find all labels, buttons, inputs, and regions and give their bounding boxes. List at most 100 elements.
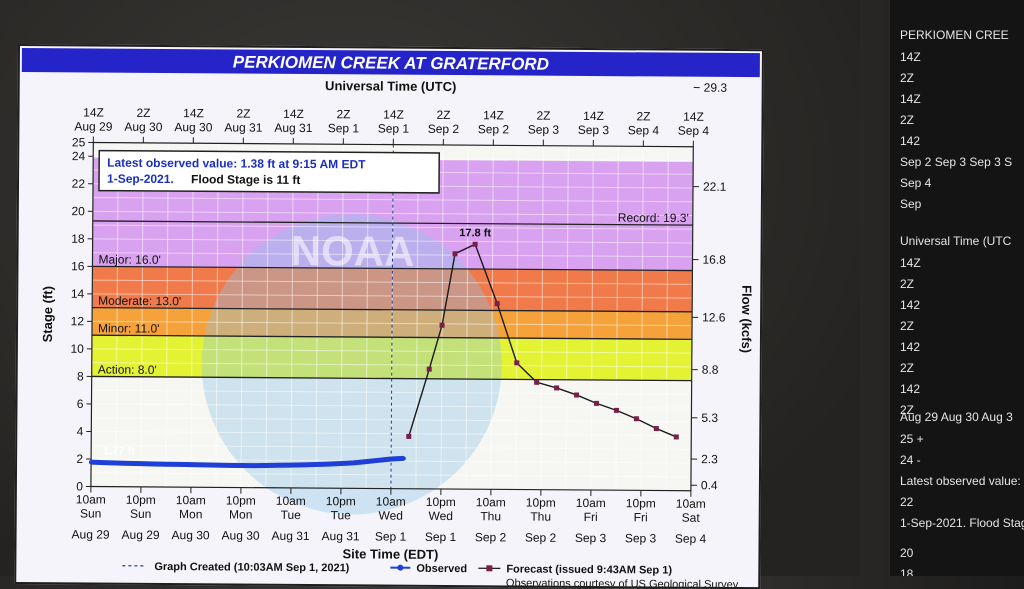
- observed-point: [401, 456, 405, 460]
- side-panel-line: 14Z: [900, 92, 921, 106]
- y-tick-label: 16: [71, 259, 85, 273]
- y-tick-label: 4: [77, 424, 84, 438]
- threshold-label-major: Major: 16.0': [98, 252, 160, 266]
- observed-point: [239, 463, 243, 467]
- observed-point: [176, 462, 180, 466]
- side-panel-line: Aug 29 Aug 30 Aug 3: [900, 410, 1013, 424]
- top-axis-time: 14Z: [183, 106, 204, 120]
- bottom-axis-date: Aug 30: [222, 528, 260, 542]
- forecast-point: [554, 385, 559, 390]
- top-axis-date: Aug 29: [74, 119, 112, 133]
- bottom-axis-day: Wed: [428, 509, 453, 523]
- flow-tick-label: 22.1: [703, 180, 727, 194]
- top-axis-time: 14Z: [483, 108, 504, 122]
- top-axis-time: 2Z: [236, 107, 250, 121]
- observed-point: [139, 461, 143, 465]
- bottom-axis-date: Aug 31: [321, 529, 359, 543]
- y-tick-label: 14: [71, 287, 85, 301]
- flow-tick-label: 0.4: [701, 478, 718, 492]
- side-panel-line: 142: [900, 134, 920, 148]
- bottom-axis-time: 10am: [276, 494, 306, 508]
- bottom-axis-time: 10pm: [426, 495, 456, 509]
- bottom-axis-date: Sep 3: [575, 531, 607, 545]
- y-tick-label: 6: [77, 397, 84, 411]
- top-axis-time: 2Z: [436, 108, 450, 122]
- top-axis-time: 2Z: [336, 107, 350, 121]
- y-tick-label: 25: [72, 135, 86, 149]
- legend-observed-marker: [397, 565, 403, 571]
- forecast-point: [634, 416, 639, 421]
- legend-graph-created: Graph Created (10:03AM Sep 1, 2021): [154, 561, 349, 574]
- y2-axis-label: Flow (kcfs): [739, 285, 754, 353]
- y-axis-label: Stage (ft): [40, 286, 55, 342]
- observed-point: [339, 461, 343, 465]
- side-panel-line: 142: [900, 382, 920, 396]
- start-value-label: 1.77 ft: [103, 445, 135, 457]
- forecast-point: [674, 434, 679, 439]
- observed-point: [226, 463, 230, 467]
- observed-point: [264, 463, 268, 467]
- legend-forecast-marker: [486, 565, 492, 571]
- bottom-axis-day: Tue: [331, 508, 352, 522]
- forecast-point: [654, 426, 659, 431]
- top-axis-date: Aug 30: [124, 120, 162, 134]
- side-panel-line: Sep: [900, 197, 921, 211]
- side-panel-line: Sep 2 Sep 3 Sep 3 S: [900, 155, 1012, 169]
- top-axis-time: 2Z: [136, 106, 150, 120]
- threshold-label-moderate: Moderate: 13.0': [98, 294, 181, 309]
- info-box-date: 1-Sep-2021.: [107, 172, 174, 186]
- observed-point: [251, 463, 255, 467]
- side-panel-line: 142: [900, 340, 920, 354]
- y-tick-label: 10: [70, 342, 84, 356]
- bottom-axis-time: 10am: [76, 492, 106, 506]
- top-axis-date: Sep 2: [478, 122, 510, 136]
- top-axis-date: Aug 31: [274, 121, 312, 135]
- observed-point: [126, 461, 130, 465]
- observed-point: [314, 462, 318, 466]
- threshold-label-record: Record: 19.3': [618, 211, 689, 225]
- forecast-point: [594, 401, 599, 406]
- observed-point: [376, 458, 380, 462]
- bottom-axis-time: 10pm: [226, 493, 256, 507]
- bottom-axis-date: Sep 2: [475, 530, 507, 544]
- bottom-axis-day: Sun: [80, 506, 101, 520]
- side-panel-line: 22: [900, 495, 913, 509]
- bottom-axis-time: 10am: [476, 495, 506, 509]
- y-tick-label: 12: [71, 314, 85, 328]
- peak-value-label: 17.8 ft: [459, 227, 491, 239]
- side-panel-line: 24 -: [900, 453, 921, 467]
- forecast-point: [427, 367, 432, 372]
- top-axis-time: 14Z: [683, 110, 704, 124]
- top-axis-date: Sep 2: [428, 122, 460, 136]
- forecast-point: [406, 434, 411, 439]
- top-axis-date: Sep 1: [378, 122, 410, 136]
- y-tick-label: 0: [76, 479, 83, 493]
- observed-point: [101, 460, 105, 464]
- info-box-flood-stage: Flood Stage is 11 ft: [191, 172, 300, 187]
- bottom-axis-date: Aug 29: [122, 528, 160, 542]
- side-panel-line: Latest observed value:: [900, 474, 1021, 488]
- side-panel-line: 25 +: [900, 432, 924, 446]
- bottom-axis-date: Sep 4: [675, 532, 707, 546]
- top-axis-date: Aug 31: [224, 120, 262, 134]
- y-tick-label: 2: [76, 452, 83, 466]
- forecast-point: [534, 380, 539, 385]
- y-tick-label: 24: [72, 149, 86, 163]
- bottom-axis-day: Wed: [378, 509, 403, 523]
- forecast-point: [574, 392, 579, 397]
- bottom-axis-time: 10am: [176, 493, 206, 507]
- y-tick-label: 18: [71, 232, 85, 246]
- top-axis-date: Sep 3: [528, 123, 560, 137]
- bottom-axis-time: 10am: [676, 497, 706, 511]
- forecast-point: [473, 242, 478, 247]
- top-axis-date: Aug 30: [174, 120, 212, 134]
- data-credit: Observations courtesy of US Geological S…: [506, 577, 739, 587]
- flow-tick-label: 12.6: [702, 310, 726, 324]
- top-axis-time: 14Z: [83, 105, 104, 119]
- observed-point: [189, 462, 193, 466]
- bottom-axis-date: Sep 3: [625, 531, 657, 545]
- info-box-line-1: Latest observed value: 1.38 ft at 9:15 A…: [107, 156, 366, 172]
- bottom-axis-day: Sat: [682, 511, 701, 525]
- legend-observed: Observed: [416, 563, 467, 575]
